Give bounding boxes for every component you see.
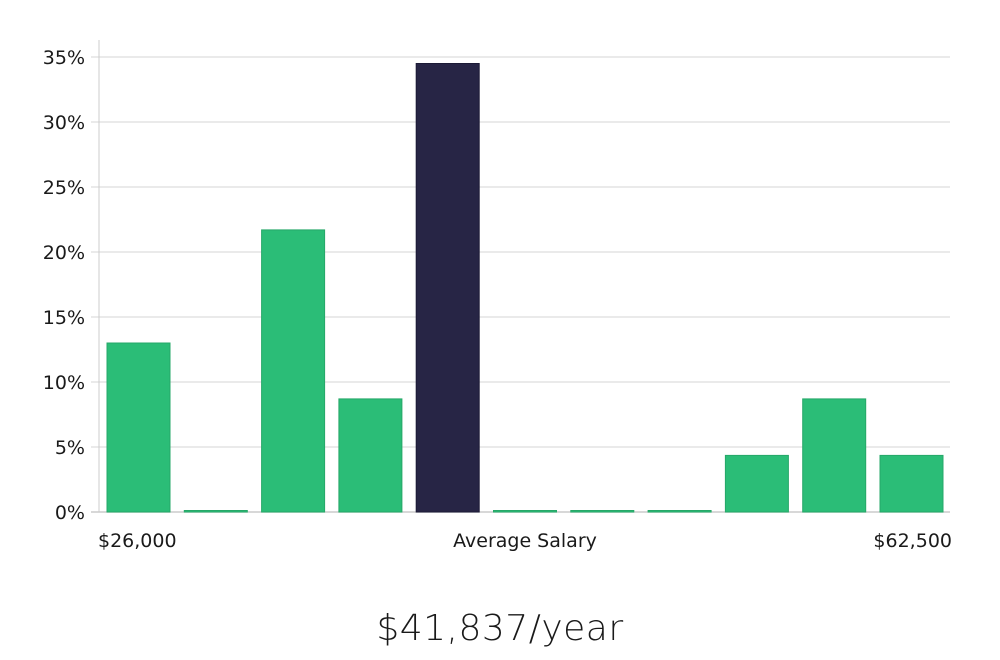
- y-tick-label: 10%: [43, 372, 85, 394]
- bar: [879, 454, 944, 513]
- average-salary-value: $41,837/year: [376, 608, 624, 649]
- y-tick-label: 30%: [43, 112, 85, 134]
- y-tick-label: 0%: [55, 502, 85, 524]
- y-tick-label: 5%: [55, 437, 85, 459]
- bar: [724, 454, 789, 513]
- x-center-label: Average Salary: [453, 530, 597, 552]
- y-axis: 0% 5% 10% 15% 20% 25% 30% 35%: [43, 40, 100, 524]
- y-tick-label: 15%: [43, 307, 85, 329]
- bar: [802, 398, 867, 513]
- x-axis-labels: $26,000 Average Salary $62,500: [98, 530, 952, 552]
- bar: [647, 510, 712, 513]
- y-tick-label: 35%: [43, 47, 85, 69]
- x-max-label: $62,500: [873, 530, 952, 552]
- bar: [493, 510, 557, 513]
- bar: [261, 229, 326, 513]
- bar: [106, 342, 171, 513]
- bar: [338, 398, 403, 513]
- grid-lines: [91, 56, 950, 513]
- y-tick-label: 20%: [43, 242, 85, 264]
- bar-average-salary: [415, 63, 480, 513]
- bar: [570, 510, 635, 513]
- bars: [106, 63, 944, 513]
- y-tick-label: 25%: [43, 177, 85, 199]
- x-min-label: $26,000: [98, 530, 177, 552]
- bar: [183, 510, 248, 513]
